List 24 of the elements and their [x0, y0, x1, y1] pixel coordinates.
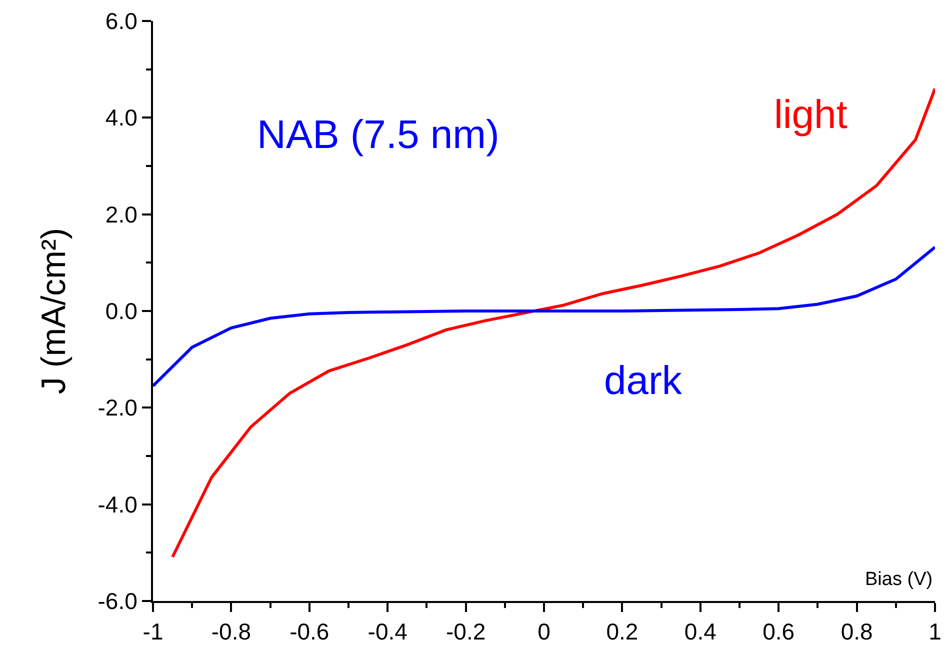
x-tick-label: -0.4 [368, 618, 408, 645]
y-tick-label: -6.0 [98, 588, 138, 614]
x-tick-label: 0.2 [606, 618, 638, 645]
y-tick-label: -2.0 [98, 394, 138, 421]
series-label: dark [604, 359, 683, 403]
x-tick-label: 0.8 [840, 618, 873, 645]
x-tick-label: 1 [928, 618, 942, 645]
series-label: light [774, 93, 848, 137]
y-tick-label: 6.0 [105, 8, 138, 34]
x-tick-label: -0.6 [290, 618, 330, 645]
x-tick-label: -0.8 [211, 618, 252, 645]
y-tick-label: 2.0 [105, 201, 138, 228]
x-axis-title: Bias (V) [865, 569, 933, 590]
y-tick-label: -4.0 [98, 491, 138, 518]
y-tick-label: 0.0 [105, 298, 138, 324]
y-axis-title: J (mA/cm²) [34, 228, 73, 394]
y-tick-label: 4.0 [105, 104, 138, 131]
x-tick-label: 0.6 [762, 618, 795, 645]
annotation: NAB (7.5 nm) [257, 113, 500, 157]
x-tick-label: 0 [538, 618, 550, 645]
x-tick-label: -1 [142, 618, 164, 645]
line-series [171, 87, 935, 559]
x-tick-label: 0.4 [684, 618, 717, 645]
x-tick-label: -0.2 [446, 618, 486, 645]
